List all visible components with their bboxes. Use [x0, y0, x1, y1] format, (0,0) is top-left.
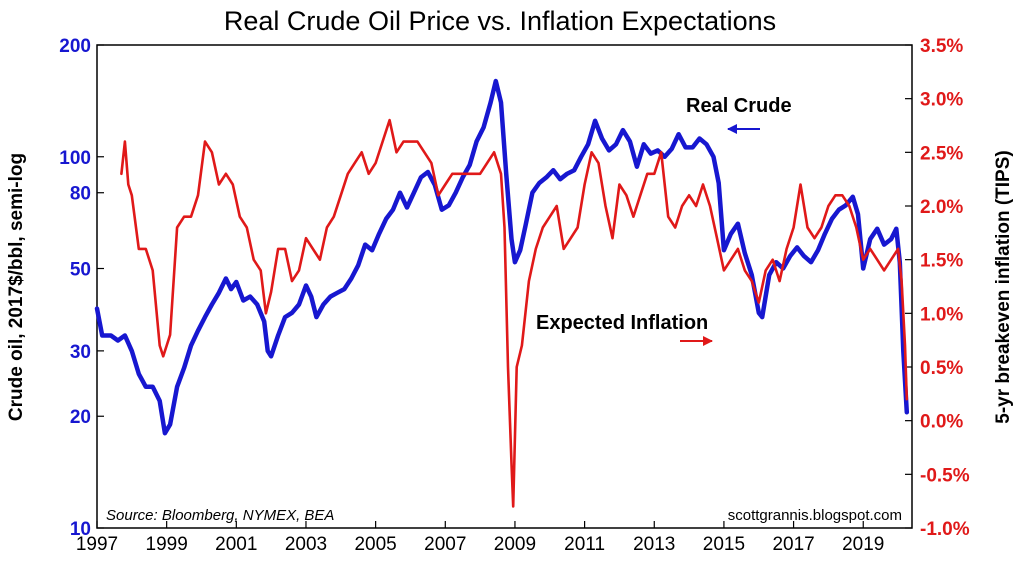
source-note: Source: Bloomberg, NYMEX, BEA [106, 507, 334, 524]
left-tick-label-80: 80 [70, 184, 91, 205]
left-tick-label-30: 30 [70, 342, 91, 363]
left-tick-label-10: 10 [70, 519, 91, 540]
right-tick-label-3.0%: 3.0% [920, 90, 963, 111]
x-tick-label-2015: 2015 [703, 534, 745, 555]
right-tick-label-1.5%: 1.5% [920, 251, 963, 272]
annotation-real-crude: Real Crude [686, 95, 792, 117]
credit-note: scottgrannis.blogspot.com [728, 507, 902, 524]
x-tick-label-2011: 2011 [564, 534, 605, 555]
x-tick-label-2017: 2017 [772, 534, 814, 555]
x-axis: 1997 1999 2001 2003 2005 2007 2009 2011 2013 2015… [76, 521, 884, 555]
right-tick-label--0.5%: -0.5% [920, 465, 970, 486]
right-axis: 3.5% 3.0% 2.5% 2.0% 1.5% 1.0% 0.5% 0.0% -0.5% -1.… [905, 36, 970, 540]
right-tick-label-2.5%: 2.5% [920, 143, 963, 164]
right-tick-label-2.0%: 2.0% [920, 197, 963, 218]
annotation-expected-inflation: Expected Inflation [536, 312, 708, 334]
left-tick-label-100: 100 [59, 148, 91, 169]
right-tick-label--1.0%: -1.0% [920, 519, 970, 540]
plot-area-frame [96, 44, 913, 529]
right-axis-title: 5-yr breakeven inflation (TIPS) [993, 150, 1014, 423]
x-tick-label-2001: 2001 [215, 534, 257, 555]
x-tick-label-2013: 2013 [633, 534, 675, 555]
chart-title: Real Crude Oil Price vs. Inflation Expec… [224, 6, 776, 36]
right-tick-label-0.0%: 0.0% [920, 412, 963, 433]
left-axis: 10 20 30 50 80 100 200 [59, 36, 104, 540]
right-tick-label-0.5%: 0.5% [920, 358, 963, 379]
x-tick-label-2005: 2005 [354, 534, 396, 555]
left-axis-title: Crude oil, 2017$/bbl, semi-log [6, 153, 27, 421]
x-tick-label-1997: 1997 [76, 534, 118, 555]
left-tick-label-50: 50 [70, 260, 91, 281]
x-tick-label-2007: 2007 [424, 534, 466, 555]
series-line-expected-inflation [120, 118, 909, 508]
right-tick-label-1.0%: 1.0% [920, 304, 963, 325]
left-tick-label-200: 200 [59, 36, 91, 57]
x-tick-label-2019: 2019 [842, 534, 884, 555]
left-tick-label-20: 20 [70, 407, 91, 428]
right-tick-label-3.5%: 3.5% [920, 36, 963, 57]
series-layer [94, 78, 910, 508]
x-tick-label-2003: 2003 [285, 534, 327, 555]
series-line-real-crude [94, 78, 910, 436]
x-tick-label-1999: 1999 [146, 534, 188, 555]
x-tick-label-2009: 2009 [494, 534, 536, 555]
